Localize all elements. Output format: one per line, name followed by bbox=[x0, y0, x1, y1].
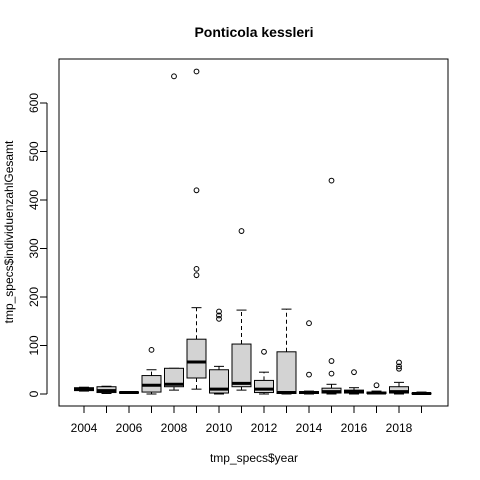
x-tick-label: 2018 bbox=[386, 421, 413, 435]
outlier-point bbox=[351, 369, 357, 376]
box-iqr bbox=[209, 369, 229, 394]
box-2006 bbox=[119, 391, 139, 395]
outlier-point bbox=[396, 363, 402, 370]
outlier-point bbox=[216, 312, 222, 319]
box-2015 bbox=[321, 177, 342, 395]
box-2005 bbox=[96, 385, 117, 395]
outlier-point bbox=[396, 365, 402, 372]
outlier-point bbox=[171, 73, 177, 80]
outlier-point bbox=[306, 371, 312, 378]
outlier-point bbox=[328, 370, 335, 377]
box-2004 bbox=[74, 386, 94, 392]
y-tick-label: 500 bbox=[27, 141, 41, 161]
outlier-point bbox=[328, 177, 335, 184]
x-tick-label: 2008 bbox=[161, 421, 188, 435]
outlier-point bbox=[193, 68, 200, 75]
y-tick-label: 300 bbox=[27, 238, 41, 258]
box-2009 bbox=[186, 68, 207, 390]
outlier-point bbox=[261, 348, 267, 355]
outlier-point bbox=[148, 346, 155, 353]
box-2014 bbox=[299, 320, 319, 395]
box-2010 bbox=[209, 308, 229, 395]
box-iqr bbox=[254, 379, 274, 394]
box-iqr bbox=[164, 367, 184, 388]
boxes-layer bbox=[74, 68, 432, 396]
box-2007 bbox=[141, 346, 162, 395]
outlier-point bbox=[216, 308, 222, 315]
outlier-point bbox=[238, 228, 245, 234]
x-tick-label: 2012 bbox=[251, 421, 278, 435]
y-tick-label: 100 bbox=[27, 335, 41, 355]
y-axis: 0 100 200 300 400 500 600 bbox=[27, 93, 48, 397]
x-axis: 2004 2006 2008 2010 2012 2014 2016 2018 bbox=[71, 405, 422, 435]
x-tick-label: 2016 bbox=[341, 421, 368, 435]
box-2013 bbox=[276, 308, 297, 395]
outlier-point bbox=[193, 187, 200, 194]
outlier-point bbox=[193, 265, 200, 272]
outlier-point bbox=[396, 359, 402, 366]
y-tick-label: 0 bbox=[27, 390, 41, 397]
box-iqr bbox=[276, 351, 297, 395]
outlier-point bbox=[373, 382, 380, 389]
outlier-point bbox=[216, 315, 222, 322]
y-axis-label: tmp_specs$individuenzahlGesamt bbox=[2, 140, 16, 323]
chart-title: Ponticola kessleri bbox=[194, 24, 313, 40]
x-axis-label: tmp_specs$year bbox=[210, 451, 298, 465]
box-2018 bbox=[389, 359, 409, 395]
box-2016 bbox=[344, 369, 364, 395]
plot-frame bbox=[58, 58, 449, 407]
y-tick-label: 600 bbox=[27, 93, 41, 113]
x-tick-label: 2006 bbox=[116, 421, 143, 435]
outlier-point bbox=[328, 358, 335, 364]
outlier-point bbox=[306, 320, 312, 327]
y-tick-label: 400 bbox=[27, 190, 41, 210]
box-2017 bbox=[366, 382, 387, 395]
outlier-point bbox=[193, 272, 200, 279]
box-2008 bbox=[164, 73, 184, 391]
x-tick-label: 2010 bbox=[206, 421, 233, 435]
box-2019 bbox=[411, 391, 432, 396]
box-2011 bbox=[231, 228, 252, 391]
y-tick-label: 200 bbox=[27, 287, 41, 307]
x-tick-label: 2004 bbox=[71, 421, 98, 435]
box-2012 bbox=[254, 348, 274, 395]
x-tick-label: 2014 bbox=[296, 421, 323, 435]
box-iqr bbox=[231, 343, 252, 388]
box-iqr bbox=[186, 338, 207, 379]
